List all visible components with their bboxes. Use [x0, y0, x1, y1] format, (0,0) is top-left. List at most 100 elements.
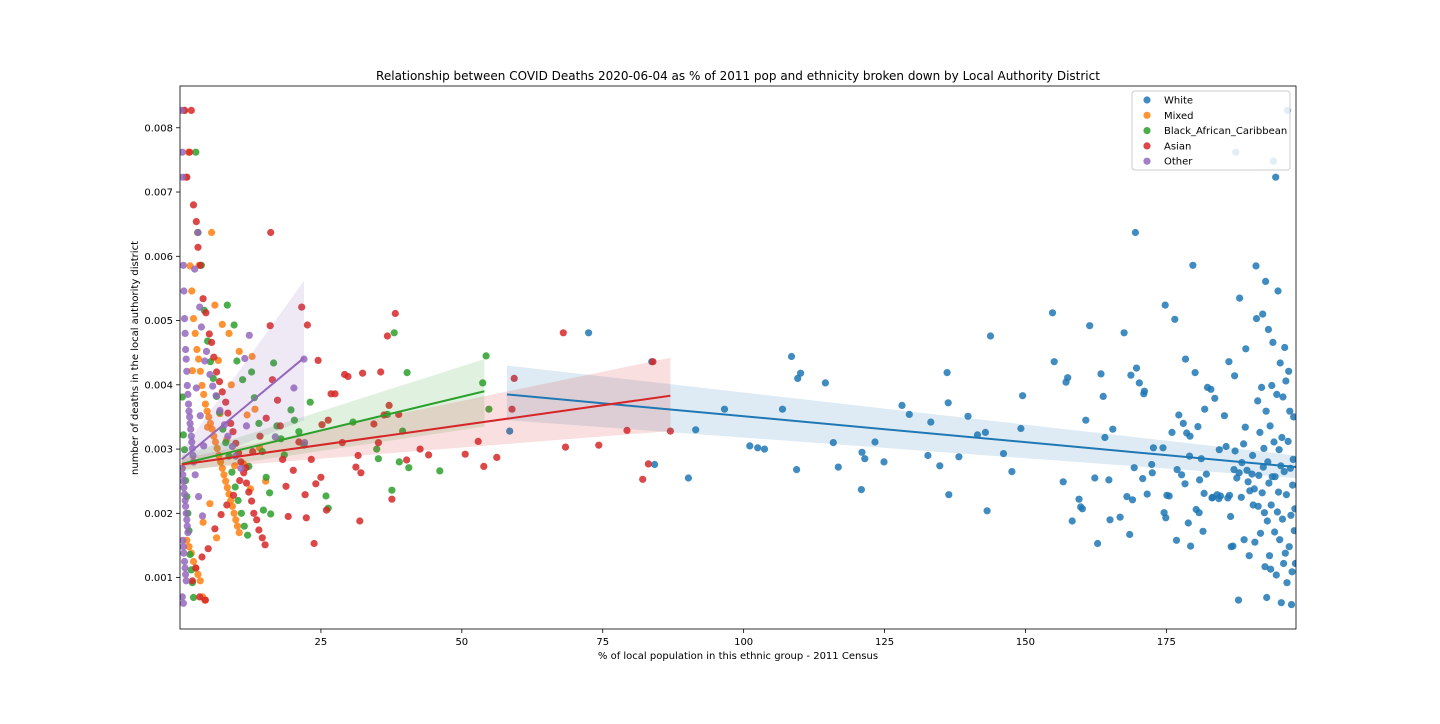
data-point [198, 553, 206, 561]
data-point [403, 456, 411, 464]
data-point [1139, 475, 1147, 483]
data-point [1189, 261, 1197, 269]
data-point [213, 444, 221, 452]
data-point [1279, 393, 1287, 401]
data-point [1256, 529, 1265, 537]
data-point [1194, 423, 1202, 431]
data-point [187, 106, 195, 114]
x-tick-label: 175 [1157, 637, 1176, 648]
data-point [1159, 444, 1167, 452]
data-point [1222, 442, 1230, 451]
data-point [1281, 549, 1289, 557]
data-point [390, 329, 398, 337]
data-point [1075, 495, 1083, 503]
data-point [322, 506, 331, 514]
data-point [1099, 392, 1107, 400]
data-point [1191, 369, 1199, 377]
y-tick-label: 0.006 [144, 252, 173, 263]
data-point [1286, 407, 1294, 415]
data-point [585, 329, 593, 337]
data-point [644, 460, 653, 468]
axes-frame [179, 85, 1297, 630]
data-point [861, 455, 869, 463]
data-point [205, 413, 213, 421]
data-point [270, 359, 278, 367]
data-point [1202, 470, 1210, 478]
data-point [212, 392, 220, 400]
data-point [255, 419, 263, 427]
data-point [199, 295, 207, 303]
data-point [235, 529, 243, 537]
data-point [898, 401, 906, 409]
legend-label: White [1164, 96, 1193, 107]
axes: 25 50 75 100 125 150 175 0.001 0.002 0.003 0.004 0.… [144, 85, 1297, 648]
data-point [182, 345, 190, 354]
data-point [180, 471, 187, 479]
data-point [194, 243, 202, 251]
data-point [945, 491, 953, 499]
data-point [194, 228, 202, 237]
x-tick-label: 100 [734, 637, 753, 648]
data-point [211, 301, 219, 309]
data-point [1283, 579, 1291, 587]
data-point [248, 497, 256, 505]
data-point [1178, 471, 1186, 479]
legend-marker [1143, 111, 1151, 119]
data-point [256, 432, 264, 440]
data-point [649, 358, 657, 366]
data-point [184, 390, 192, 398]
y-tick-label: 0.008 [144, 123, 173, 134]
data-point [232, 516, 240, 524]
series-points-white [506, 106, 1296, 609]
data-point [196, 593, 204, 601]
data-point [1289, 455, 1296, 463]
chart-title: Relationship between COVID Deaths 2020-0… [376, 69, 1100, 83]
data-point [180, 148, 186, 156]
data-point [1242, 345, 1250, 353]
data-point [1101, 433, 1109, 442]
x-tick-label: 125 [875, 637, 894, 648]
data-point [1105, 476, 1113, 484]
data-point [324, 416, 332, 424]
data-point [1245, 552, 1253, 560]
y-tick-label: 0.004 [144, 380, 173, 391]
data-point [314, 356, 322, 364]
data-point [183, 522, 191, 530]
data-point [391, 309, 399, 318]
data-point [1288, 568, 1296, 576]
data-point [295, 438, 303, 446]
data-point [1278, 515, 1287, 523]
data-point [983, 507, 991, 515]
data-point [248, 352, 256, 361]
data-point [306, 398, 314, 406]
data-point [301, 439, 309, 447]
data-point [181, 564, 189, 572]
data-point [370, 420, 378, 428]
data-point [223, 301, 231, 309]
data-point [405, 464, 413, 472]
data-point [261, 541, 269, 549]
data-point [374, 455, 382, 463]
data-point [287, 406, 295, 414]
data-point [357, 469, 365, 477]
data-point [273, 396, 282, 404]
x-tick-label: 75 [596, 637, 609, 648]
data-point [204, 423, 212, 431]
data-point [1237, 493, 1245, 501]
data-point [1251, 538, 1259, 546]
data-point [508, 405, 516, 413]
data-point [229, 491, 238, 499]
data-point [1268, 381, 1276, 390]
data-point [180, 315, 189, 323]
data-point [936, 462, 944, 470]
data-point [180, 477, 187, 485]
data-point [317, 473, 325, 481]
data-point [180, 543, 187, 551]
plot-inner [180, 106, 1296, 609]
data-point [243, 411, 251, 419]
data-point [213, 368, 221, 376]
data-point [195, 355, 203, 363]
data-point [189, 557, 198, 566]
data-point [1289, 481, 1296, 489]
x-tick-label: 150 [1016, 637, 1035, 648]
